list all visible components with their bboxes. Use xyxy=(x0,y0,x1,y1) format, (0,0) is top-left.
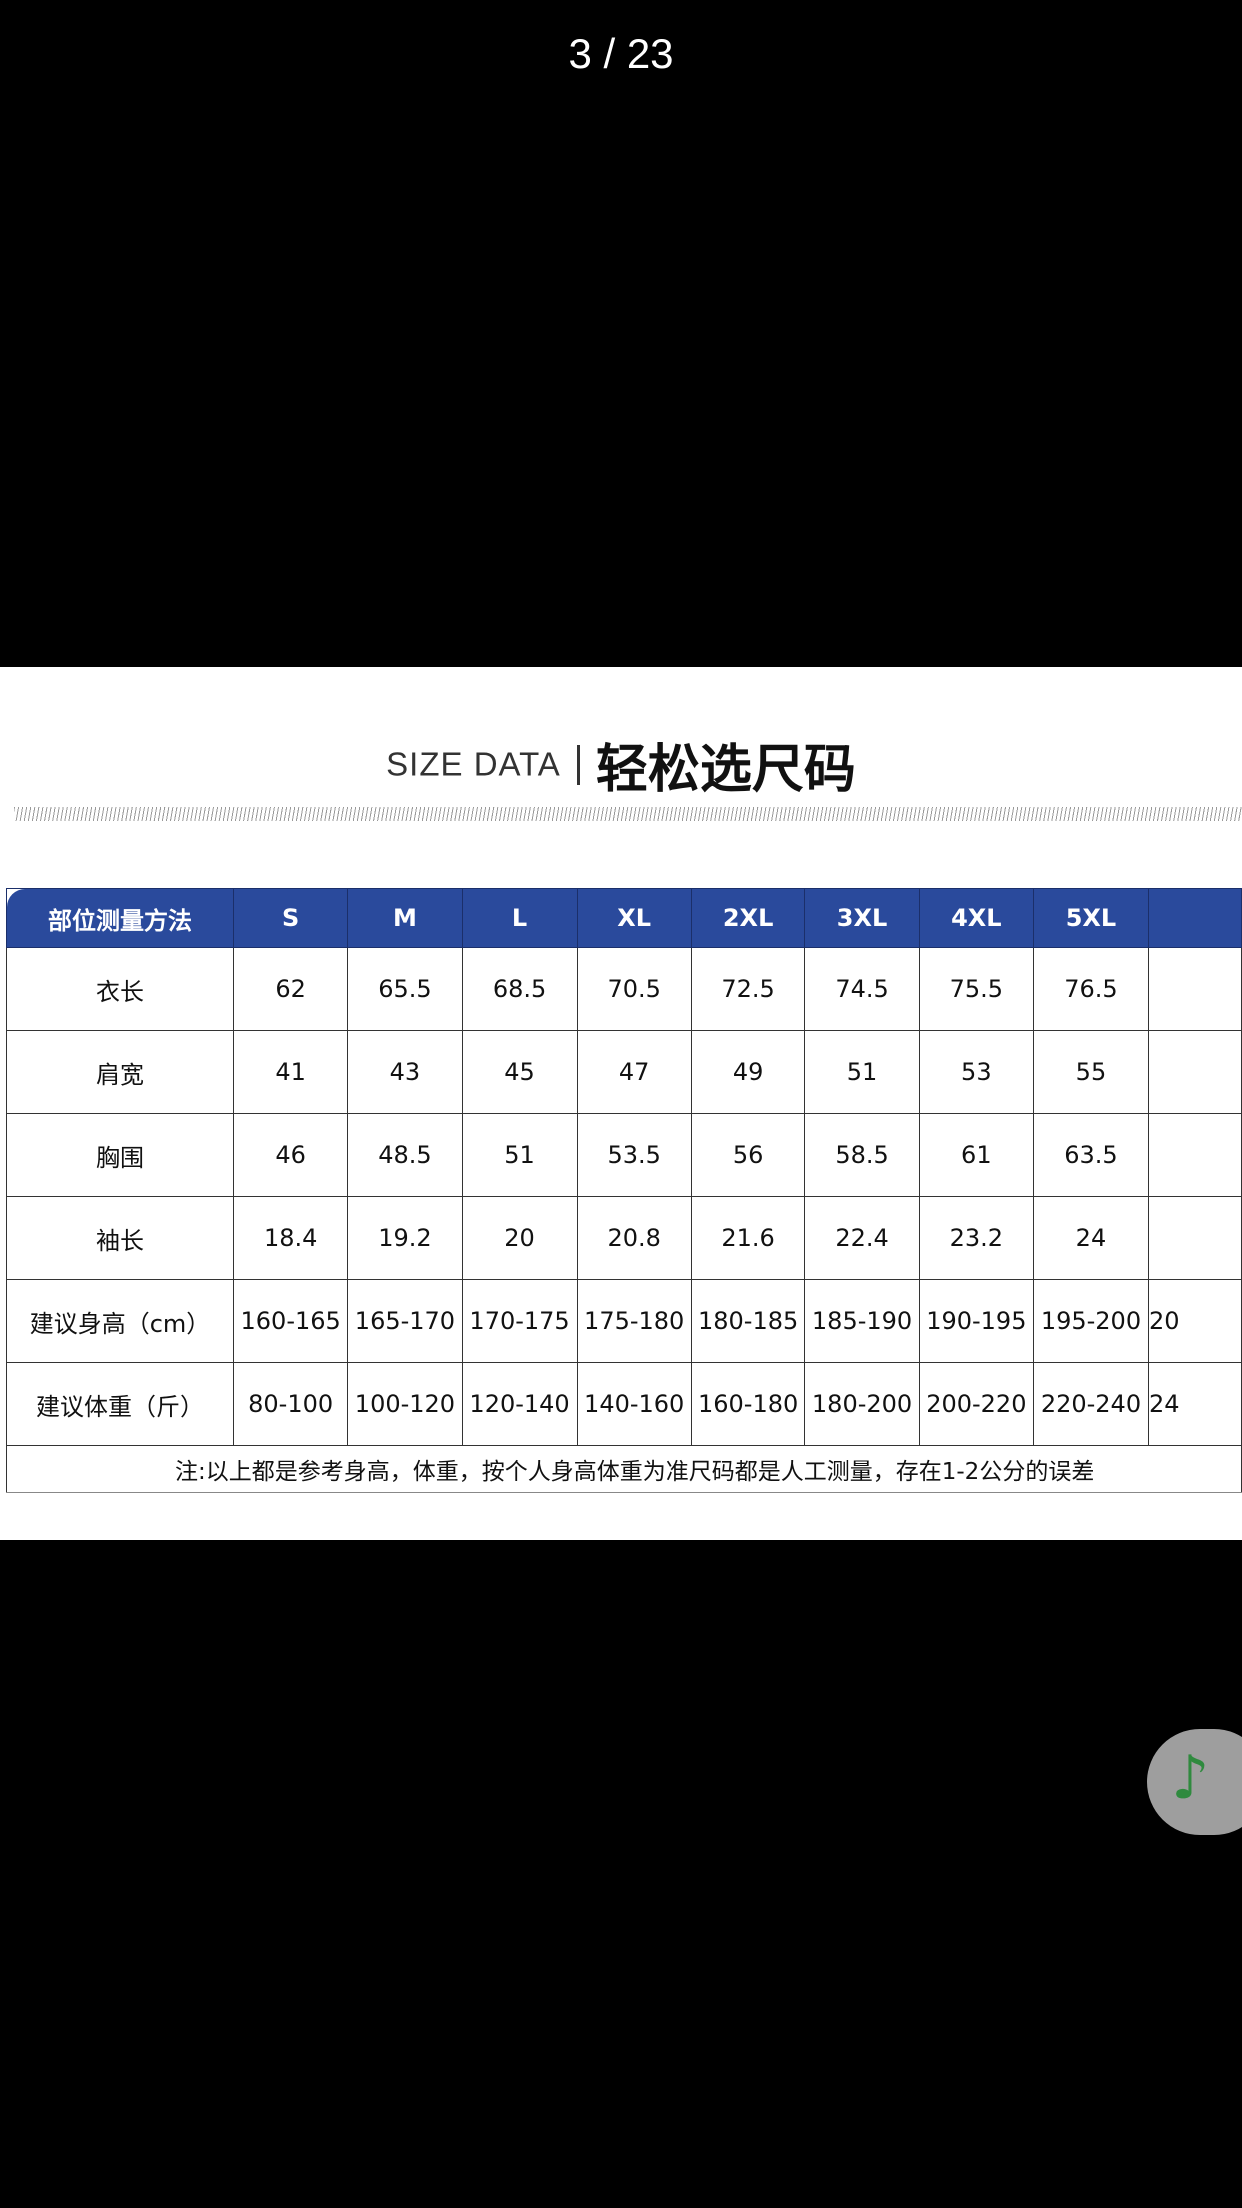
size-header: M xyxy=(347,888,463,948)
hatched-divider xyxy=(14,807,1242,821)
title-en: SIZE DATA xyxy=(386,745,561,783)
table-cell: 51 xyxy=(461,1113,578,1197)
table-cell: 61 xyxy=(918,1113,1034,1197)
table-cell: 53.5 xyxy=(576,1113,692,1197)
title-zh: 轻松选尺码 xyxy=(595,740,856,800)
row-label: 袖长 xyxy=(5,1196,235,1280)
music-button[interactable]: ♪ xyxy=(1147,1729,1242,1835)
header-label: 部位测量方法 xyxy=(5,888,235,948)
size-table: 部位测量方法 S M L XL 2XL 3XL 4XL 5XL 衣长 62 65.5 68.5 70.… xyxy=(5,888,1242,1493)
table-cell xyxy=(1147,947,1242,1031)
table-cell: 70.5 xyxy=(576,947,692,1031)
table-cell: 68.5 xyxy=(461,947,578,1031)
table-cell: 180-200 xyxy=(804,1362,920,1446)
table-row: 建议身高（cm） 160-165 165-170 170-175 175-180 180-… xyxy=(5,1279,1242,1363)
table-cell: 18.4 xyxy=(233,1196,349,1280)
music-note-icon: ♪ xyxy=(1171,1743,1210,1813)
table-cell: 160-180 xyxy=(690,1362,806,1446)
table-cell: 51 xyxy=(804,1030,920,1114)
chart-title: SIZE DATA 轻松选尺码 xyxy=(0,727,1242,802)
note-row: 注:以上都是参考身高，体重，按个人身高体重为准尺码都是人工测量，存在1-2公分的… xyxy=(6,1445,1242,1493)
table-cell: 49 xyxy=(690,1030,806,1114)
row-label: 建议体重（斤） xyxy=(5,1362,235,1446)
table-cell: 41 xyxy=(233,1030,349,1114)
table-cell: 75.5 xyxy=(918,947,1034,1031)
table-cell: 160-165 xyxy=(233,1279,349,1363)
size-header: 3XL xyxy=(804,888,920,948)
table-cell: 175-180 xyxy=(576,1279,692,1363)
table-cell: 24 xyxy=(1032,1196,1149,1280)
table-cell: 165-170 xyxy=(347,1279,463,1363)
table-cell: 220-240 xyxy=(1032,1362,1149,1446)
table-cell xyxy=(1147,1030,1242,1114)
table-cell: 20.8 xyxy=(576,1196,692,1280)
table-cell: 63.5 xyxy=(1032,1113,1149,1197)
size-header xyxy=(1147,888,1242,948)
table-cell: 76.5 xyxy=(1032,947,1149,1031)
table-cell: 200-220 xyxy=(918,1362,1034,1446)
table-cell: 100-120 xyxy=(347,1362,463,1446)
table-cell: 190-195 xyxy=(918,1279,1034,1363)
page-counter: 3 / 23 xyxy=(568,30,674,77)
table-row: 肩宽 41 43 45 47 49 51 53 55 xyxy=(5,1030,1242,1114)
row-label: 肩宽 xyxy=(5,1030,235,1114)
row-label: 胸围 xyxy=(5,1113,235,1197)
table-cell: 80-100 xyxy=(233,1362,349,1446)
table-cell: 24 xyxy=(1147,1362,1242,1446)
table-cell: 53 xyxy=(918,1030,1034,1114)
header-row: 部位测量方法 S M L XL 2XL 3XL 4XL 5XL xyxy=(5,888,1242,948)
table-cell: 46 xyxy=(233,1113,349,1197)
table-cell: 43 xyxy=(347,1030,463,1114)
table-cell xyxy=(1147,1196,1242,1280)
table-cell xyxy=(1147,1113,1242,1197)
table-cell: 180-185 xyxy=(690,1279,806,1363)
size-header: S xyxy=(233,888,349,948)
table-cell: 22.4 xyxy=(804,1196,920,1280)
table-cell: 23.2 xyxy=(918,1196,1034,1280)
title-divider xyxy=(576,744,580,785)
table-cell: 55 xyxy=(1032,1030,1149,1114)
table-cell: 56 xyxy=(690,1113,806,1197)
table-cell: 120-140 xyxy=(461,1362,578,1446)
size-header: 5XL xyxy=(1032,888,1149,948)
table-cell: 72.5 xyxy=(690,947,806,1031)
table-cell: 62 xyxy=(233,947,349,1031)
size-chart-image[interactable]: SIZE DATA 轻松选尺码 部位测量方法 S M L XL 2XL 3XL 4XL 5XL … xyxy=(0,667,1242,1540)
table-row: 胸围 46 48.5 51 53.5 56 58.5 61 63.5 xyxy=(5,1113,1242,1197)
size-header: 2XL xyxy=(690,888,806,948)
size-header: XL xyxy=(576,888,692,948)
table-cell: 19.2 xyxy=(347,1196,463,1280)
table-cell: 58.5 xyxy=(804,1113,920,1197)
table-cell: 185-190 xyxy=(804,1279,920,1363)
table-cell: 47 xyxy=(576,1030,692,1114)
table-cell: 20 xyxy=(1147,1279,1242,1363)
table-cell: 195-200 xyxy=(1032,1279,1149,1363)
table-cell: 65.5 xyxy=(347,947,463,1031)
row-label: 衣长 xyxy=(5,947,235,1031)
row-label: 建议身高（cm） xyxy=(5,1279,235,1363)
table-cell: 170-175 xyxy=(461,1279,578,1363)
table-row: 建议体重（斤） 80-100 100-120 120-140 140-160 160-18… xyxy=(5,1362,1242,1446)
table-row: 袖长 18.4 19.2 20 20.8 21.6 22.4 23.2 24 xyxy=(5,1196,1242,1280)
size-header: L xyxy=(461,888,578,948)
table-cell: 21.6 xyxy=(690,1196,806,1280)
table-cell: 74.5 xyxy=(804,947,920,1031)
table-cell: 45 xyxy=(461,1030,578,1114)
size-header: 4XL xyxy=(918,888,1034,948)
note-text: 注:以上都是参考身高，体重，按个人身高体重为准尺码都是人工测量，存在1-2公分的… xyxy=(6,1445,1242,1493)
table-cell: 20 xyxy=(461,1196,578,1280)
table-cell: 140-160 xyxy=(576,1362,692,1446)
table-row: 衣长 62 65.5 68.5 70.5 72.5 74.5 75.5 76.5 xyxy=(5,947,1242,1031)
table-cell: 48.5 xyxy=(347,1113,463,1197)
